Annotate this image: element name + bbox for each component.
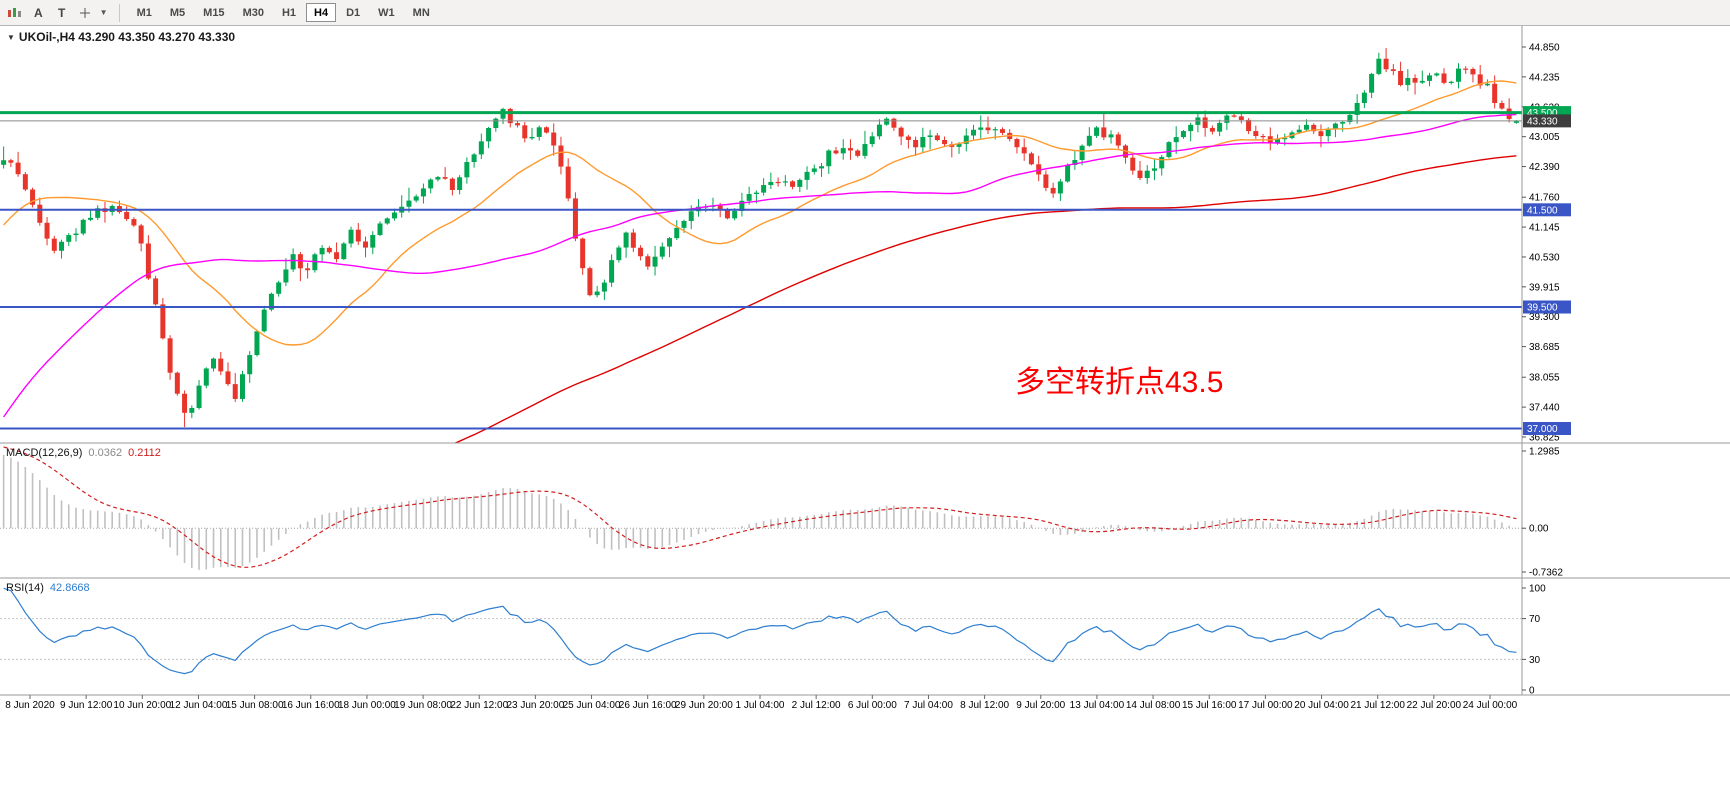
rsi-value: 42.8668 [49,582,90,594]
svg-text:19 Jun 08:00: 19 Jun 08:00 [394,700,452,711]
svg-text:44.850: 44.850 [1529,43,1560,54]
svg-text:30: 30 [1529,655,1541,666]
svg-text:38.685: 38.685 [1529,342,1560,353]
macd-indicator-label: MACD(12,26,9) 0.0362 0.2112 [6,447,161,459]
toolbar-separator [118,3,120,22]
svg-text:15 Jun 08:00: 15 Jun 08:00 [226,700,284,711]
macd-histogram [2,454,1518,570]
svg-text:44.235: 44.235 [1529,72,1560,83]
svg-text:1.2985: 1.2985 [1529,447,1560,458]
chart-canvas[interactable]: 44.85044.23543.62043.00542.39041.76041.1… [0,26,1730,794]
svg-text:42.390: 42.390 [1529,162,1560,173]
svg-text:70: 70 [1529,614,1541,625]
svg-text:13 Jul 04:00: 13 Jul 04:00 [1070,700,1125,711]
svg-text:39.500: 39.500 [1527,303,1558,314]
svg-text:0.00: 0.00 [1529,524,1549,535]
svg-text:39.300: 39.300 [1529,312,1560,323]
svg-text:12 Jun 04:00: 12 Jun 04:00 [170,700,228,711]
ma-line-160 [453,155,1517,443]
timeframe-button-m30[interactable]: M30 [235,3,272,22]
svg-text:37.440: 37.440 [1529,403,1560,414]
svg-text:1 Jul 04:00: 1 Jul 04:00 [736,700,785,711]
timeframe-button-w1[interactable]: W1 [370,3,403,22]
svg-text:37.000: 37.000 [1527,424,1558,435]
symbol-dropdown-icon[interactable]: ▼ [7,33,15,42]
toolbar: A T ▼ M1 M5 M15 M30 H1 H4 D1 W1 MN [0,0,1730,26]
svg-text:43.330: 43.330 [1527,116,1558,127]
timeframe-button-m1[interactable]: M1 [129,3,160,22]
macd-name: MACD(12,26,9) [6,447,83,459]
svg-text:18 Jun 00:00: 18 Jun 00:00 [338,700,396,711]
ma-line-55 [3,113,1517,418]
ma-line-21 [3,80,1517,346]
svg-text:15 Jul 16:00: 15 Jul 16:00 [1182,700,1237,711]
timeframe-button-m5[interactable]: M5 [162,3,193,22]
rsi-indicator-label: RSI(14) 42.8668 [6,582,90,594]
svg-text:0: 0 [1529,686,1535,697]
svg-text:20 Jul 04:00: 20 Jul 04:00 [1294,700,1349,711]
svg-text:8 Jun 2020: 8 Jun 2020 [5,700,55,711]
svg-text:39.915: 39.915 [1529,282,1560,293]
svg-text:40.530: 40.530 [1529,252,1560,263]
svg-text:41.760: 41.760 [1529,193,1560,204]
svg-text:22 Jun 12:00: 22 Jun 12:00 [450,700,508,711]
svg-text:10 Jun 20:00: 10 Jun 20:00 [113,700,171,711]
candlesticks [1,47,1519,428]
timeframe-button-m15[interactable]: M15 [195,3,232,22]
svg-text:7 Jul 04:00: 7 Jul 04:00 [904,700,953,711]
price-badge-43.330 [1523,114,1571,128]
svg-text:29 Jun 20:00: 29 Jun 20:00 [675,700,733,711]
svg-text:9 Jun 12:00: 9 Jun 12:00 [60,700,113,711]
svg-text:36.825: 36.825 [1529,433,1560,444]
annotation-text: 多空转折点43.5 [1015,366,1224,399]
rsi-line [3,587,1517,675]
svg-text:25 Jun 04:00: 25 Jun 04:00 [563,700,621,711]
timeframe-buttons: M1 M5 M15 M30 H1 H4 D1 W1 MN [129,3,438,22]
svg-text:8 Jul 12:00: 8 Jul 12:00 [960,700,1009,711]
text-tool-button[interactable]: A [28,3,49,23]
dropdown-caret-icon[interactable]: ▼ [99,8,108,17]
svg-text:6 Jul 00:00: 6 Jul 00:00 [848,700,897,711]
svg-text:43.005: 43.005 [1529,132,1560,143]
timeframe-button-d1[interactable]: D1 [338,3,368,22]
svg-text:21 Jul 12:00: 21 Jul 12:00 [1350,700,1405,711]
price-axis[interactable]: 44.85044.23543.62043.00542.39041.76041.1… [1522,43,1563,697]
svg-text:9 Jul 20:00: 9 Jul 20:00 [1016,700,1065,711]
trendline-tool-button[interactable]: T [52,3,72,23]
svg-text:23 Jun 20:00: 23 Jun 20:00 [506,700,564,711]
chart-title-text: UKOil-,H4 43.290 43.350 43.270 43.330 [18,30,236,44]
svg-text:41.145: 41.145 [1529,223,1560,234]
svg-text:24 Jul 00:00: 24 Jul 00:00 [1463,700,1518,711]
svg-text:41.500: 41.500 [1527,205,1558,216]
timeframe-button-h1[interactable]: H1 [274,3,304,22]
macd-signal-line [3,446,1517,568]
macd-signal-value: 0.2112 [128,447,161,459]
svg-text:22 Jul 20:00: 22 Jul 20:00 [1407,700,1462,711]
timeframe-button-h4[interactable]: H4 [306,3,337,22]
chart-type-icon[interactable] [5,3,25,23]
svg-text:38.055: 38.055 [1529,373,1560,384]
rsi-name: RSI(14) [6,582,44,594]
svg-text:16 Jun 16:00: 16 Jun 16:00 [282,700,340,711]
crosshair-icon[interactable] [75,3,95,23]
svg-text:100: 100 [1529,584,1546,595]
svg-text:14 Jul 08:00: 14 Jul 08:00 [1126,700,1181,711]
svg-text:43.500: 43.500 [1527,108,1558,119]
svg-text:17 Jul 00:00: 17 Jul 00:00 [1238,700,1293,711]
timeframe-button-mn[interactable]: MN [405,3,438,22]
chart-title: ▼ UKOil-,H4 43.290 43.350 43.270 43.330 [7,30,235,44]
svg-text:2 Jul 12:00: 2 Jul 12:00 [792,700,841,711]
macd-main-value: 0.0362 [88,447,123,459]
price-badge-37.000 [1523,422,1571,436]
svg-text:26 Jun 16:00: 26 Jun 16:00 [619,700,677,711]
svg-text:-0.7362: -0.7362 [1529,568,1563,579]
price-badge-41.500 [1523,203,1571,217]
price-badge-39.500 [1523,300,1571,314]
